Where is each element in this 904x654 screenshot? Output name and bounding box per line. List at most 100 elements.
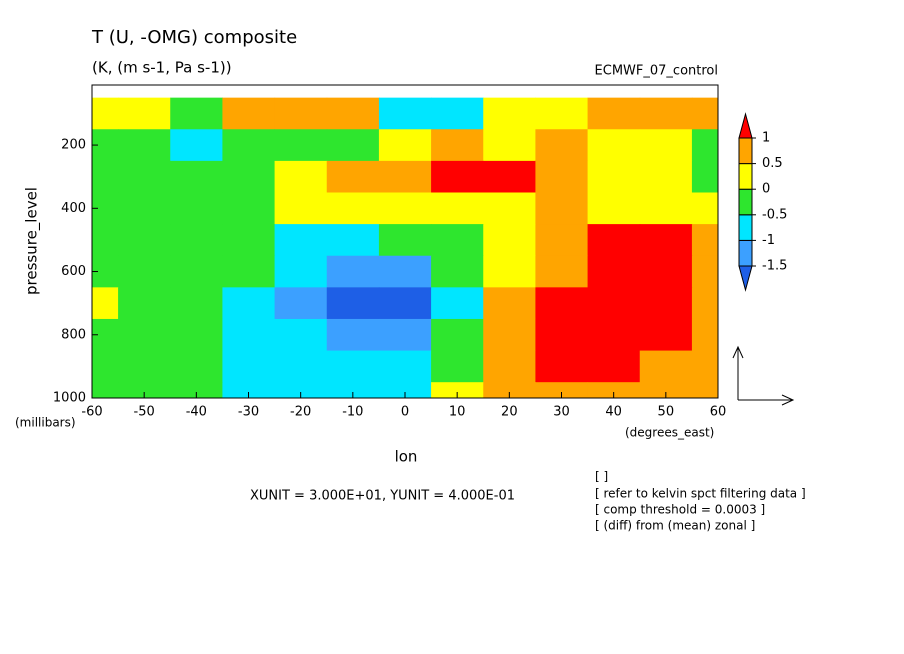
contour-cell [639, 255, 693, 288]
contour-cell [118, 129, 171, 162]
contour-cell [326, 255, 380, 288]
colorbar-label: 0.5 [762, 156, 783, 171]
contour-cell [92, 382, 119, 398]
contour-cell [378, 224, 432, 257]
contour-cell [431, 350, 484, 383]
contour-cell [274, 287, 328, 320]
contour-cell [274, 318, 328, 352]
contour-cell [118, 224, 171, 257]
contour-cell [92, 97, 119, 130]
colorbar-segment [738, 137, 753, 165]
contour-cell [483, 224, 536, 257]
y-tick-label: 1000 [53, 391, 86, 406]
contour-cell [483, 350, 536, 383]
contour-cell [639, 382, 693, 398]
contour-cell [92, 287, 119, 320]
contour-cell [274, 224, 328, 257]
contour-cell [222, 350, 276, 383]
contour-cell [639, 350, 693, 383]
contour-cell [639, 287, 693, 320]
contour-cell [587, 192, 641, 225]
x-tick-label: -60 [81, 405, 102, 420]
contour-cell [535, 160, 589, 193]
contour-cell [326, 287, 380, 320]
contour-cell [535, 97, 589, 130]
contour-cell [535, 382, 589, 398]
colorbar-segment [738, 112, 753, 139]
contour-cell [587, 255, 641, 288]
contour-cell [92, 224, 119, 257]
contour-cell [691, 97, 718, 130]
vector-units: XUNIT = 3.000E+01, YUNIT = 4.000E-01 [250, 489, 515, 504]
contour-cell [691, 350, 718, 383]
colorbar-segment [738, 214, 753, 241]
contour-cell [274, 255, 328, 288]
y-tick-label: 800 [61, 327, 86, 342]
contour-cell [587, 224, 641, 257]
x-axis-units: (degrees_east) [625, 426, 714, 440]
contour-cell [170, 287, 223, 320]
colorbar-label: -1.5 [762, 259, 787, 274]
contour-cell [535, 350, 589, 383]
colorbar-label: -0.5 [762, 207, 787, 222]
contour-cell [170, 382, 223, 398]
x-tick-label: -30 [238, 405, 259, 420]
contour-cell [170, 350, 223, 383]
contour-cell [274, 382, 328, 398]
contour-cell [326, 318, 380, 352]
contour-cell [483, 382, 536, 398]
contour-cell [118, 160, 171, 193]
note: [ ] [595, 470, 608, 484]
contour-cell [222, 224, 276, 257]
contour-cell [326, 382, 380, 398]
colorbar-segment [738, 188, 753, 216]
contour-cell [639, 160, 693, 193]
contour-cell [222, 97, 276, 130]
contour-cell [535, 287, 589, 320]
contour-cell [274, 97, 328, 130]
x-tick-label: -10 [342, 405, 363, 420]
contour-cell [587, 160, 641, 193]
contour-cell [639, 224, 693, 257]
contour-cell [431, 255, 484, 288]
contour-cell [535, 255, 589, 288]
contour-cell [431, 192, 484, 225]
contour-cell [587, 318, 641, 352]
colorbar-label: 1 [762, 131, 770, 146]
contour-cell [378, 255, 432, 288]
note: [ comp threshold = 0.0003 ] [595, 503, 765, 517]
contour-cell [170, 160, 223, 193]
contour-cell [431, 129, 484, 162]
contour-cell [378, 318, 432, 352]
contour-field [92, 97, 718, 398]
contour-cell [118, 382, 171, 398]
contour-cell [326, 160, 380, 193]
contour-cell [587, 97, 641, 130]
contour-cell [378, 382, 432, 398]
x-tick-label: 10 [449, 405, 466, 420]
contour-cell [118, 97, 171, 130]
contour-cell [222, 160, 276, 193]
y-axis-units: (millibars) [15, 416, 76, 430]
contour-cell [535, 224, 589, 257]
x-tick-label: 0 [401, 405, 409, 420]
contour-cell [326, 350, 380, 383]
contour-cell [118, 287, 171, 320]
contour-cell [587, 350, 641, 383]
contour-cell [483, 318, 536, 352]
contour-cell [639, 318, 693, 352]
contour-cell [378, 160, 432, 193]
contour-cell [431, 382, 484, 398]
contour-cell [222, 255, 276, 288]
colorbar-label: -1 [762, 233, 775, 248]
contour-cell [378, 192, 432, 225]
contour-cell [535, 129, 589, 162]
contour-cell [639, 192, 693, 225]
dataset-label: ECMWF_07_control [595, 64, 718, 79]
contour-cell [483, 129, 536, 162]
contour-cell [274, 129, 328, 162]
contour-cell [587, 382, 641, 398]
contour-cell [587, 287, 641, 320]
contour-cell [170, 97, 223, 130]
